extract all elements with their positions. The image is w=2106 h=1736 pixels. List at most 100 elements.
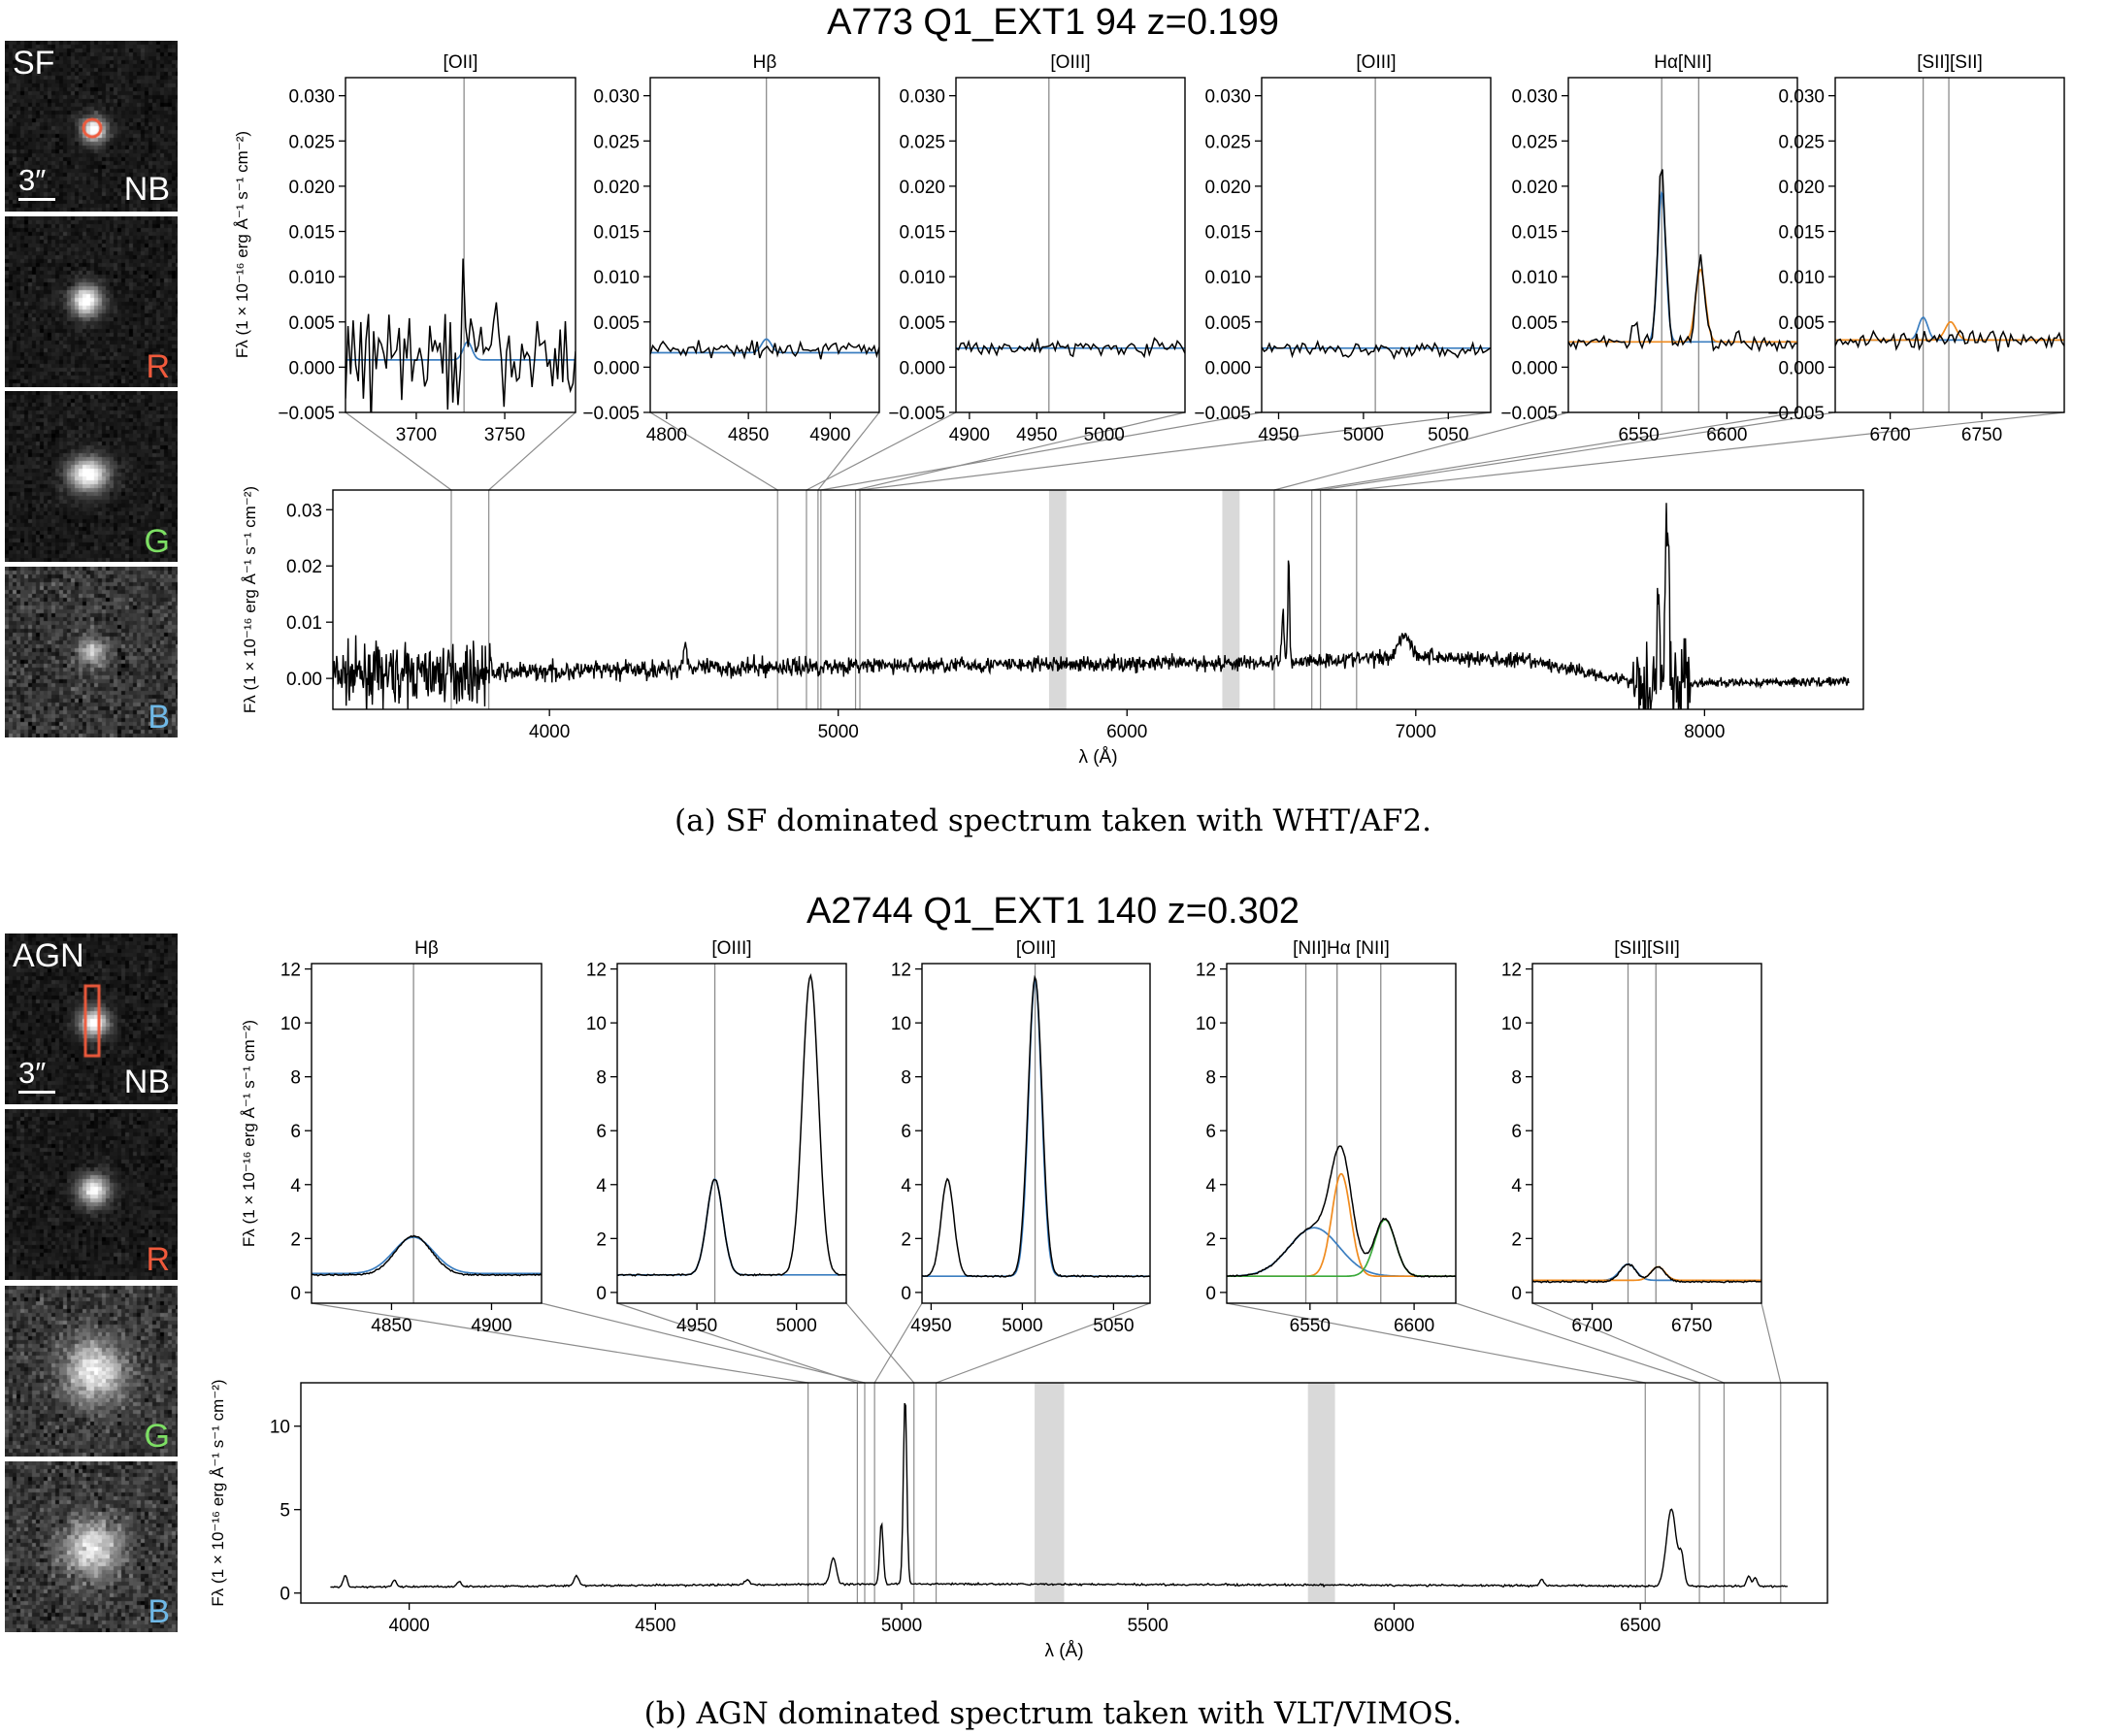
y-tick-label: 0.000 <box>899 358 945 378</box>
fit-curve-blue <box>650 338 879 354</box>
plot-frame <box>1261 77 1492 413</box>
panel-title: [OII] <box>444 52 478 73</box>
y-tick-label: 0.005 <box>1511 313 1558 334</box>
telluric-band <box>1222 490 1240 709</box>
y-tick-label: 0 <box>901 1284 911 1304</box>
x-tick-label: 5000 <box>1002 1316 1042 1336</box>
spectrum-line <box>650 340 879 360</box>
y-tick-label: 0.000 <box>288 358 335 378</box>
y-tick-label: 0.010 <box>899 268 945 288</box>
x-tick-label: 3700 <box>396 425 437 445</box>
fit-curve-orange <box>1568 268 1797 344</box>
y-tick-label: 8 <box>1205 1068 1216 1089</box>
y-tick-label: 10 <box>1196 1014 1216 1034</box>
x-tick-label: 6550 <box>1618 425 1659 445</box>
zoom-panel-b-sii: 0 2 4 6 8 10 12 6700 6750 [SII][SII] <box>1501 938 1762 1336</box>
y-tick-label: 10 <box>1501 1014 1522 1034</box>
x-tick-label: 4800 <box>646 425 687 445</box>
fit-curve-blue <box>922 977 1150 1278</box>
y-tick-label: 0.010 <box>1778 268 1825 288</box>
y-axis-label: Fλ (1 × 10⁻¹⁶ erg Å⁻¹ s⁻¹ cm⁻²) <box>241 486 259 713</box>
stamp-band-label: NB <box>123 1064 170 1100</box>
panel-title: Hβ <box>753 52 777 73</box>
stamp-b: B <box>5 567 178 737</box>
y-tick-label: 4 <box>596 1176 607 1196</box>
y-tick-label: 2 <box>290 1229 301 1250</box>
fit-curve-orange <box>1227 1172 1456 1278</box>
y-tick-label: 0.030 <box>899 87 945 108</box>
y-tick-label: 0 <box>280 1585 290 1605</box>
stamp-band-label: G <box>144 523 170 560</box>
plot-frame <box>1567 77 1798 413</box>
y-tick-label: 0.00 <box>286 670 322 690</box>
y-tick-label: 0.005 <box>899 313 945 334</box>
zoom-panel-a-ha: −0.005 0.000 0.005 0.010 0.015 0.020 0.025 0.03… <box>1500 52 1798 445</box>
y-tick-label: 0.015 <box>1778 223 1825 244</box>
x-tick-label: 5000 <box>818 722 859 742</box>
y-tick-label: 0.025 <box>288 132 335 152</box>
plot-frame <box>300 1382 1828 1604</box>
x-tick-label: 6550 <box>1290 1316 1331 1336</box>
fit-curve-blue <box>312 1236 542 1275</box>
stamp-class-label: SF <box>13 45 55 82</box>
zoom-panel-b-oiii1: 0 2 4 6 8 10 12 4950 5000 [OIII] <box>586 938 847 1336</box>
x-tick-label: 6500 <box>1620 1616 1661 1636</box>
spectrum-line <box>1835 329 2064 352</box>
fit-curve-blue <box>1568 190 1797 344</box>
zoom-y-axis-label: Fλ (1 × 10⁻¹⁶ erg Å⁻¹ s⁻¹ cm⁻²) <box>233 131 251 358</box>
spectrum-line <box>1532 1262 1761 1284</box>
y-tick-label: 0.015 <box>593 223 640 244</box>
x-axis-label: λ (Å) <box>1078 747 1117 768</box>
y-tick-label: 0.010 <box>288 268 335 288</box>
panel-title: [SII][SII] <box>1917 52 1983 73</box>
y-tick-label: 0.015 <box>899 223 945 244</box>
x-tick-label: 5050 <box>1428 425 1468 445</box>
scale-bar: 3″ <box>18 1058 55 1094</box>
y-tick-label: 0.030 <box>1511 87 1558 108</box>
zoom-panel-a-oiii1: −0.005 0.000 0.005 0.010 0.015 0.020 0.025 0.03… <box>888 52 1186 445</box>
y-tick-label: 4 <box>1511 1176 1522 1196</box>
y-tick-label: 4 <box>1205 1176 1216 1196</box>
x-tick-label: 5000 <box>776 1316 817 1336</box>
plot-frame <box>1834 77 2065 413</box>
y-tick-label: 0.015 <box>1511 223 1558 244</box>
stamp-band-label: R <box>146 348 170 385</box>
y-axis-label: Fλ (1 × 10⁻¹⁶ erg Å⁻¹ s⁻¹ cm⁻²) <box>209 1379 227 1606</box>
y-tick-label: 0.020 <box>593 178 640 198</box>
zoom-panel-b-hb: 0 2 4 6 8 10 12 4850 4900 Hβ <box>280 938 543 1336</box>
y-tick-label: −0.005 <box>888 404 945 424</box>
zoom-panel-a-sii: −0.005 0.000 0.005 0.010 0.015 0.020 0.025 0.03… <box>1767 52 2065 445</box>
y-tick-label: 0.005 <box>1778 313 1825 334</box>
y-tick-label: 6 <box>290 1122 301 1142</box>
figure-a-title: A773 Q1_EXT1 94 z=0.199 <box>827 2 1279 43</box>
zoom-connector <box>616 1302 915 1603</box>
y-tick-label: −0.005 <box>1767 404 1825 424</box>
x-tick-label: 4000 <box>529 722 570 742</box>
panel-title: Hβ <box>414 938 439 959</box>
fit-curve-blue <box>1227 1227 1456 1278</box>
zoom-connector <box>311 1302 866 1603</box>
x-tick-label: 3750 <box>484 425 525 445</box>
spectrum-line <box>330 1402 1788 1589</box>
stamp-b: B <box>5 1461 178 1632</box>
y-tick-label: 6 <box>1205 1122 1216 1142</box>
y-tick-label: 0.025 <box>1204 132 1251 152</box>
zoom-panel-a-oiii2: −0.005 0.000 0.005 0.010 0.015 0.020 0.025 0.03… <box>1194 52 1492 445</box>
x-tick-label: 6750 <box>1671 1316 1712 1336</box>
y-tick-label: 0.000 <box>1511 358 1558 378</box>
y-tick-label: 0.015 <box>1204 223 1251 244</box>
y-tick-label: −0.005 <box>582 404 640 424</box>
stamp-band-label: B <box>148 699 170 736</box>
x-tick-label: 6000 <box>1106 722 1147 742</box>
y-tick-label: 12 <box>586 961 607 981</box>
spectrum-line <box>956 337 1185 359</box>
plot-frame <box>311 963 543 1304</box>
y-tick-label: 0.020 <box>1204 178 1251 198</box>
y-tick-label: 2 <box>901 1229 911 1250</box>
x-tick-label: 4900 <box>809 425 850 445</box>
spectrum-line <box>1568 169 1797 353</box>
fit-curve-green <box>1227 1219 1456 1278</box>
spectrum-line <box>333 503 1850 709</box>
y-tick-label: 0.030 <box>1204 87 1251 108</box>
main-spectrum-panel-a-main: 0.00 0.01 0.02 0.03 4000 5000 6000 7000 8000 λ (Å… <box>241 486 1864 768</box>
